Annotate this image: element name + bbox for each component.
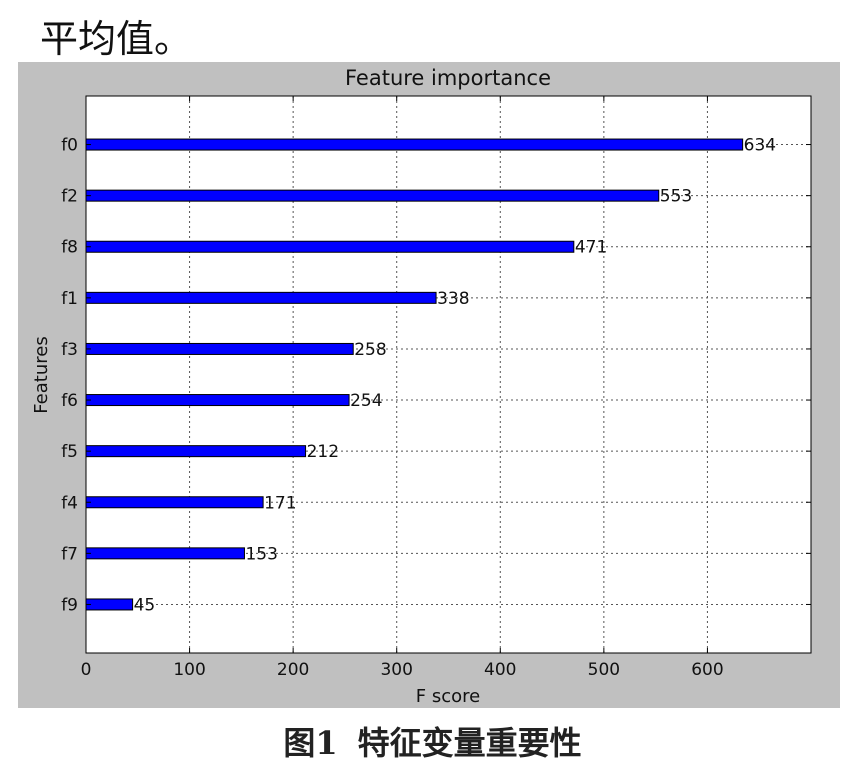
y-tick-label: f0 <box>61 136 78 156</box>
y-tick-label: f6 <box>61 391 78 411</box>
plot-area <box>85 95 812 654</box>
bars <box>85 138 744 611</box>
bar-f8 <box>85 240 575 253</box>
y-tick-label: f2 <box>61 187 78 207</box>
intro-text: 平均值。 <box>40 17 193 61</box>
x-tick-label: 600 <box>691 660 723 680</box>
chart-title: Feature importance <box>345 66 551 90</box>
y-axis-label: Features <box>31 336 52 413</box>
data-label-f8: 471 <box>575 238 607 258</box>
data-label-f1: 338 <box>437 289 469 309</box>
data-label-f9: 45 <box>134 595 156 615</box>
y-tick-label: f8 <box>61 238 78 258</box>
figure-caption: 图1 特征变量重要性 <box>0 718 865 764</box>
caption-label: 图1 <box>283 724 338 762</box>
x-ticks: 0 100 200 300 400 500 600 <box>81 96 724 680</box>
x-tick-label: 300 <box>380 660 412 680</box>
data-label-f2: 553 <box>660 187 692 207</box>
bar-f1 <box>85 291 437 304</box>
data-label-f7: 153 <box>245 544 277 564</box>
bar-f4 <box>85 496 264 509</box>
caption-title: 特征变量重要性 <box>357 724 582 762</box>
chart-figure: 634 553 471 338 258 254 212 171 153 45 f0 f2 f8 f1 f3… <box>18 62 840 708</box>
y-tick-label: f4 <box>61 493 78 513</box>
data-label-f6: 254 <box>350 391 382 411</box>
bar-f9 <box>85 598 134 611</box>
x-tick-label: 100 <box>173 660 205 680</box>
bar-f5 <box>85 445 307 458</box>
data-label-f3: 258 <box>354 340 386 360</box>
y-ticks: f0 f2 f8 f1 f3 f6 f5 f4 f7 f9 <box>61 136 811 615</box>
data-label-f0: 634 <box>744 136 776 156</box>
x-tick-label: 400 <box>484 660 516 680</box>
x-axis-label: F score <box>416 686 480 707</box>
x-tick-label: 0 <box>81 660 92 680</box>
y-tick-label: f5 <box>61 442 78 462</box>
y-tick-label: f1 <box>61 289 78 309</box>
x-tick-label: 500 <box>588 660 620 680</box>
bar-f3 <box>85 342 354 355</box>
data-labels: 634 553 471 338 258 254 212 171 153 45 <box>134 136 776 616</box>
feature-importance-chart: 634 553 471 338 258 254 212 171 153 45 f0 f2 f8 f1 f3… <box>31 66 812 707</box>
bar-f6 <box>85 394 350 407</box>
data-label-f5: 212 <box>307 442 339 462</box>
y-tick-label: f3 <box>61 340 78 360</box>
x-tick-label: 200 <box>277 660 309 680</box>
data-label-f4: 171 <box>264 493 296 513</box>
bar-f0 <box>85 138 744 151</box>
y-tick-label: f9 <box>61 595 78 615</box>
y-tick-label: f7 <box>61 544 78 564</box>
bar-f2 <box>85 189 660 202</box>
bar-f7 <box>85 547 245 560</box>
